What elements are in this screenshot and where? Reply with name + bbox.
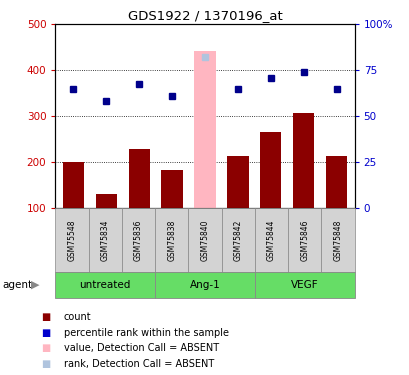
Text: ■: ■: [41, 344, 50, 353]
Text: ▶: ▶: [31, 280, 39, 290]
Bar: [161, 171, 182, 208]
Text: GSM75848: GSM75848: [333, 219, 342, 261]
Text: GSM75840: GSM75840: [200, 219, 209, 261]
Text: GSM75842: GSM75842: [233, 219, 242, 261]
Text: GSM75834: GSM75834: [101, 219, 110, 261]
Text: GDS1922 / 1370196_at: GDS1922 / 1370196_at: [127, 9, 282, 22]
Bar: [292, 112, 314, 208]
Text: Ang-1: Ang-1: [189, 280, 220, 290]
Bar: [259, 132, 281, 208]
Text: ■: ■: [41, 328, 50, 338]
Text: GSM75838: GSM75838: [167, 219, 176, 261]
Text: untreated: untreated: [79, 280, 130, 290]
Bar: [63, 162, 84, 208]
Text: agent: agent: [2, 280, 32, 290]
Bar: [128, 149, 150, 208]
Bar: [325, 156, 346, 208]
Text: percentile rank within the sample: percentile rank within the sample: [63, 328, 228, 338]
Text: count: count: [63, 312, 91, 322]
Text: rank, Detection Call = ABSENT: rank, Detection Call = ABSENT: [63, 359, 213, 369]
Bar: [194, 51, 215, 208]
Text: ■: ■: [41, 359, 50, 369]
Text: GSM75548: GSM75548: [67, 219, 76, 261]
Text: value, Detection Call = ABSENT: value, Detection Call = ABSENT: [63, 344, 218, 353]
Text: GSM75844: GSM75844: [266, 219, 275, 261]
Bar: [95, 194, 117, 208]
Text: ■: ■: [41, 312, 50, 322]
Text: GSM75846: GSM75846: [299, 219, 308, 261]
Bar: [227, 156, 248, 208]
Text: VEGF: VEGF: [290, 280, 318, 290]
Text: GSM75836: GSM75836: [134, 219, 143, 261]
